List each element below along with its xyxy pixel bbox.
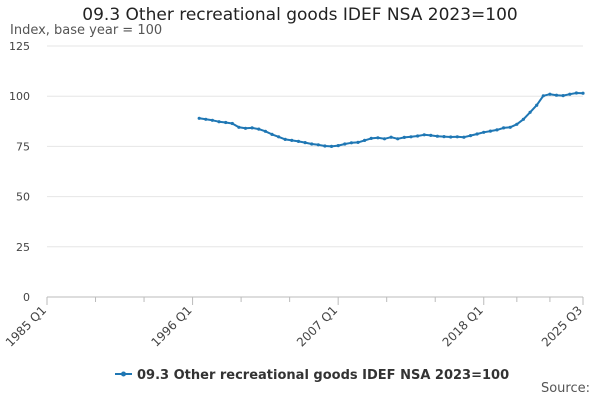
- y-tick-label: 75: [16, 140, 30, 153]
- data-point: [462, 135, 466, 139]
- data-point: [270, 132, 274, 136]
- data-point: [310, 142, 314, 146]
- data-point: [369, 136, 373, 140]
- y-tick-label: 100: [9, 90, 30, 103]
- data-point: [495, 128, 499, 132]
- data-point: [296, 139, 301, 143]
- data-point: [204, 117, 208, 121]
- data-point: [442, 135, 446, 139]
- data-point: [574, 91, 579, 95]
- x-tick-label: 2018 Q1: [440, 303, 486, 349]
- data-point: [323, 144, 327, 148]
- y-tick-label: 50: [16, 191, 30, 204]
- data-point: [363, 138, 367, 142]
- y-tick-label: 25: [16, 241, 30, 254]
- data-point: [210, 118, 214, 122]
- data-point: [243, 126, 248, 130]
- chart-title: 09.3 Other recreational goods IDEF NSA 2…: [82, 5, 518, 25]
- data-point: [554, 93, 559, 97]
- data-point: [482, 130, 486, 134]
- data-point: [389, 135, 393, 139]
- data-point: [382, 137, 387, 141]
- y-tick-label: 0: [23, 291, 30, 304]
- data-point: [217, 120, 221, 124]
- data-point: [568, 92, 572, 96]
- data-point: [336, 144, 340, 148]
- legend-marker: [121, 371, 126, 377]
- data-point: [197, 116, 201, 120]
- data-point: [356, 140, 360, 144]
- data-point: [541, 94, 545, 98]
- data-point: [376, 136, 380, 140]
- x-tick-label: 1996 Q1: [148, 303, 194, 349]
- data-point: [515, 122, 519, 126]
- data-point: [416, 134, 420, 138]
- data-point: [535, 103, 539, 107]
- data-point: [435, 134, 439, 138]
- x-tick-label: 1985 Q1: [3, 303, 49, 349]
- data-point: [402, 135, 406, 139]
- data-point: [396, 137, 400, 141]
- data-point: [303, 141, 307, 145]
- data-point: [230, 121, 234, 126]
- data-point: [263, 129, 267, 133]
- data-point: [521, 117, 526, 121]
- data-point: [581, 91, 585, 95]
- data-point: [277, 135, 281, 139]
- data-point: [502, 126, 506, 130]
- data-point: [548, 92, 552, 96]
- data-point: [283, 137, 287, 141]
- data-point: [449, 135, 453, 139]
- data-point: [329, 144, 334, 148]
- data-point: [561, 94, 565, 98]
- data-point: [237, 125, 241, 129]
- y-axis-label: Index, base year = 100: [10, 23, 163, 38]
- data-point: [422, 133, 426, 137]
- data-point: [468, 134, 473, 138]
- data-point: [250, 126, 254, 130]
- data-point: [290, 138, 294, 142]
- x-tick-label: 2007 Q1: [294, 303, 340, 349]
- data-point: [409, 135, 413, 139]
- data-point: [455, 135, 459, 139]
- data-point: [224, 120, 228, 125]
- data-point: [316, 143, 320, 147]
- y-tick-label: 125: [9, 40, 30, 53]
- x-tick-label: 2025 Q3: [539, 303, 585, 349]
- data-point: [475, 132, 479, 136]
- data-point: [349, 141, 353, 145]
- legend-label: 09.3 Other recreational goods IDEF NSA 2…: [137, 368, 509, 383]
- source-label: Source:: [540, 381, 590, 396]
- data-point: [528, 110, 532, 114]
- data-point: [429, 133, 433, 137]
- data-point: [343, 142, 347, 146]
- data-point: [508, 125, 512, 129]
- data-point: [257, 127, 261, 131]
- data-point: [488, 129, 492, 133]
